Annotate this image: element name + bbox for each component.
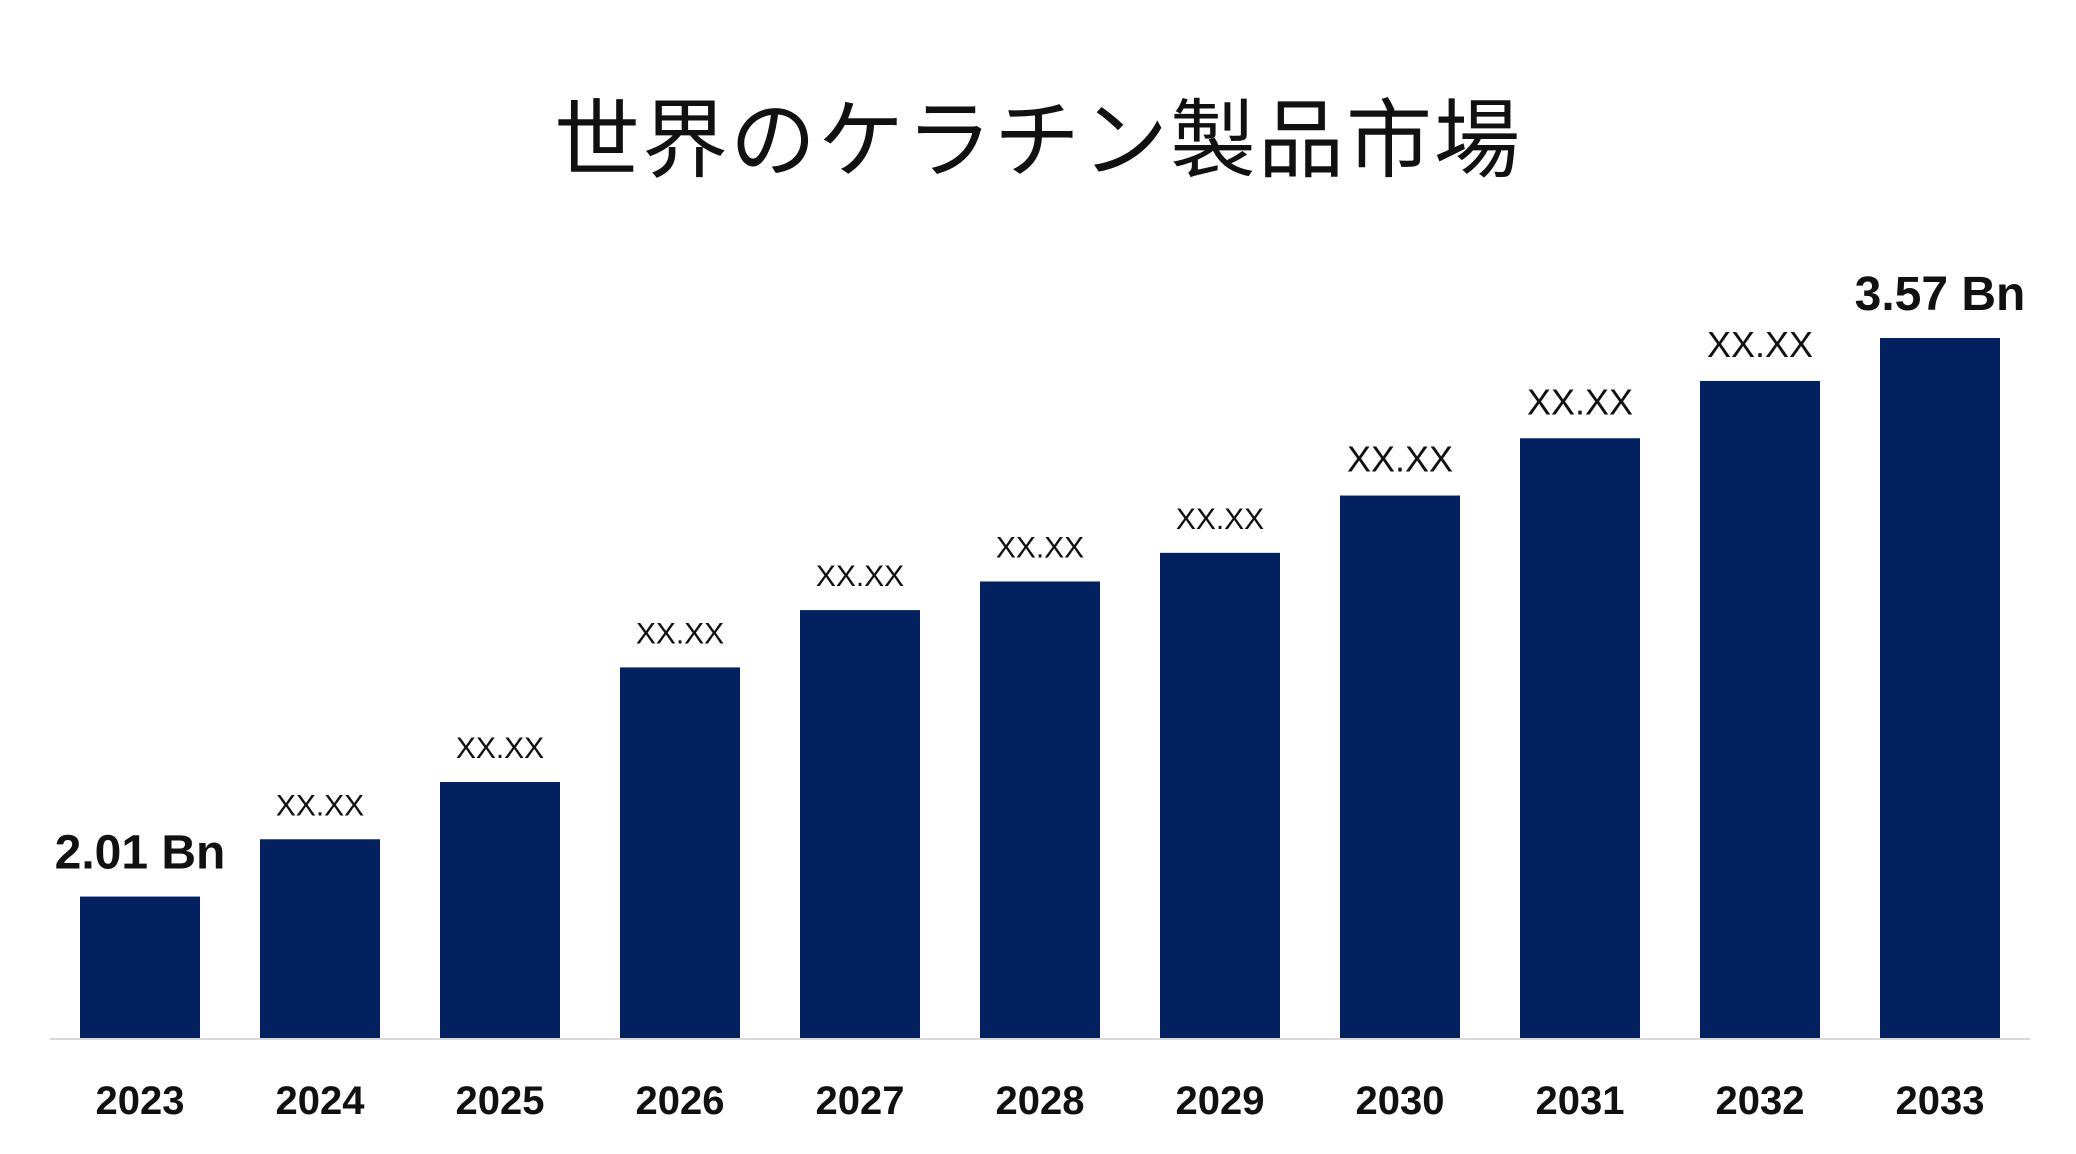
x-tick-label-2030: 2030 xyxy=(1356,1079,1445,1123)
x-tick-label-2031: 2031 xyxy=(1536,1079,1625,1123)
value-labels-group: 2.01 Bn XX.XX XX.XX XX.XX XX.XX XX.XX XX.XX XX.… xyxy=(55,268,2026,880)
bar-2029 xyxy=(1160,552,1280,1038)
bar-2031 xyxy=(1520,438,1640,1039)
x-tick-label-2026: 2026 xyxy=(636,1079,725,1123)
bar-2028 xyxy=(980,581,1100,1038)
x-tick-label-2029: 2029 xyxy=(1176,1079,1265,1123)
bar-2025 xyxy=(440,781,560,1038)
value-label-2033: 3.57 Bn xyxy=(1855,268,2026,321)
bar-2030 xyxy=(1340,495,1460,1038)
x-tick-label-2024: 2024 xyxy=(276,1079,366,1123)
x-tick-label-2033: 2033 xyxy=(1896,1079,1985,1123)
x-tick-label-2028: 2028 xyxy=(996,1079,1085,1123)
year-tick-labels-group: 2023 2024 2025 2026 2027 2028 2029 2030 2031 2032… xyxy=(96,1079,1985,1123)
x-tick-label-2032: 2032 xyxy=(1716,1079,1805,1123)
value-label-2023: 2.01 Bn xyxy=(55,827,226,880)
x-tick-label-2025: 2025 xyxy=(456,1079,545,1123)
bar-2023 xyxy=(80,896,200,1038)
bar-2026 xyxy=(620,667,740,1038)
bars-group xyxy=(80,338,2000,1039)
value-label-2031: XX.XX xyxy=(1527,381,1633,422)
value-label-2024: XX.XX xyxy=(276,789,364,822)
bar-2032 xyxy=(1700,380,1820,1038)
bar-2027 xyxy=(800,610,920,1038)
x-tick-label-2023: 2023 xyxy=(96,1079,185,1123)
bar-2033 xyxy=(1880,338,2000,1038)
x-tick-label-2027: 2027 xyxy=(816,1079,905,1123)
value-label-2032: XX.XX xyxy=(1707,324,1813,365)
value-label-2030: XX.XX xyxy=(1347,439,1453,480)
value-label-2025: XX.XX xyxy=(456,732,544,765)
value-label-2026: XX.XX xyxy=(636,617,724,650)
chart-title: 世界のケラチン製品市場 xyxy=(554,91,1522,191)
value-label-2029: XX.XX xyxy=(1176,503,1264,536)
bar-2024 xyxy=(260,839,380,1038)
value-label-2028: XX.XX xyxy=(996,531,1084,564)
value-label-2027: XX.XX xyxy=(816,560,904,593)
